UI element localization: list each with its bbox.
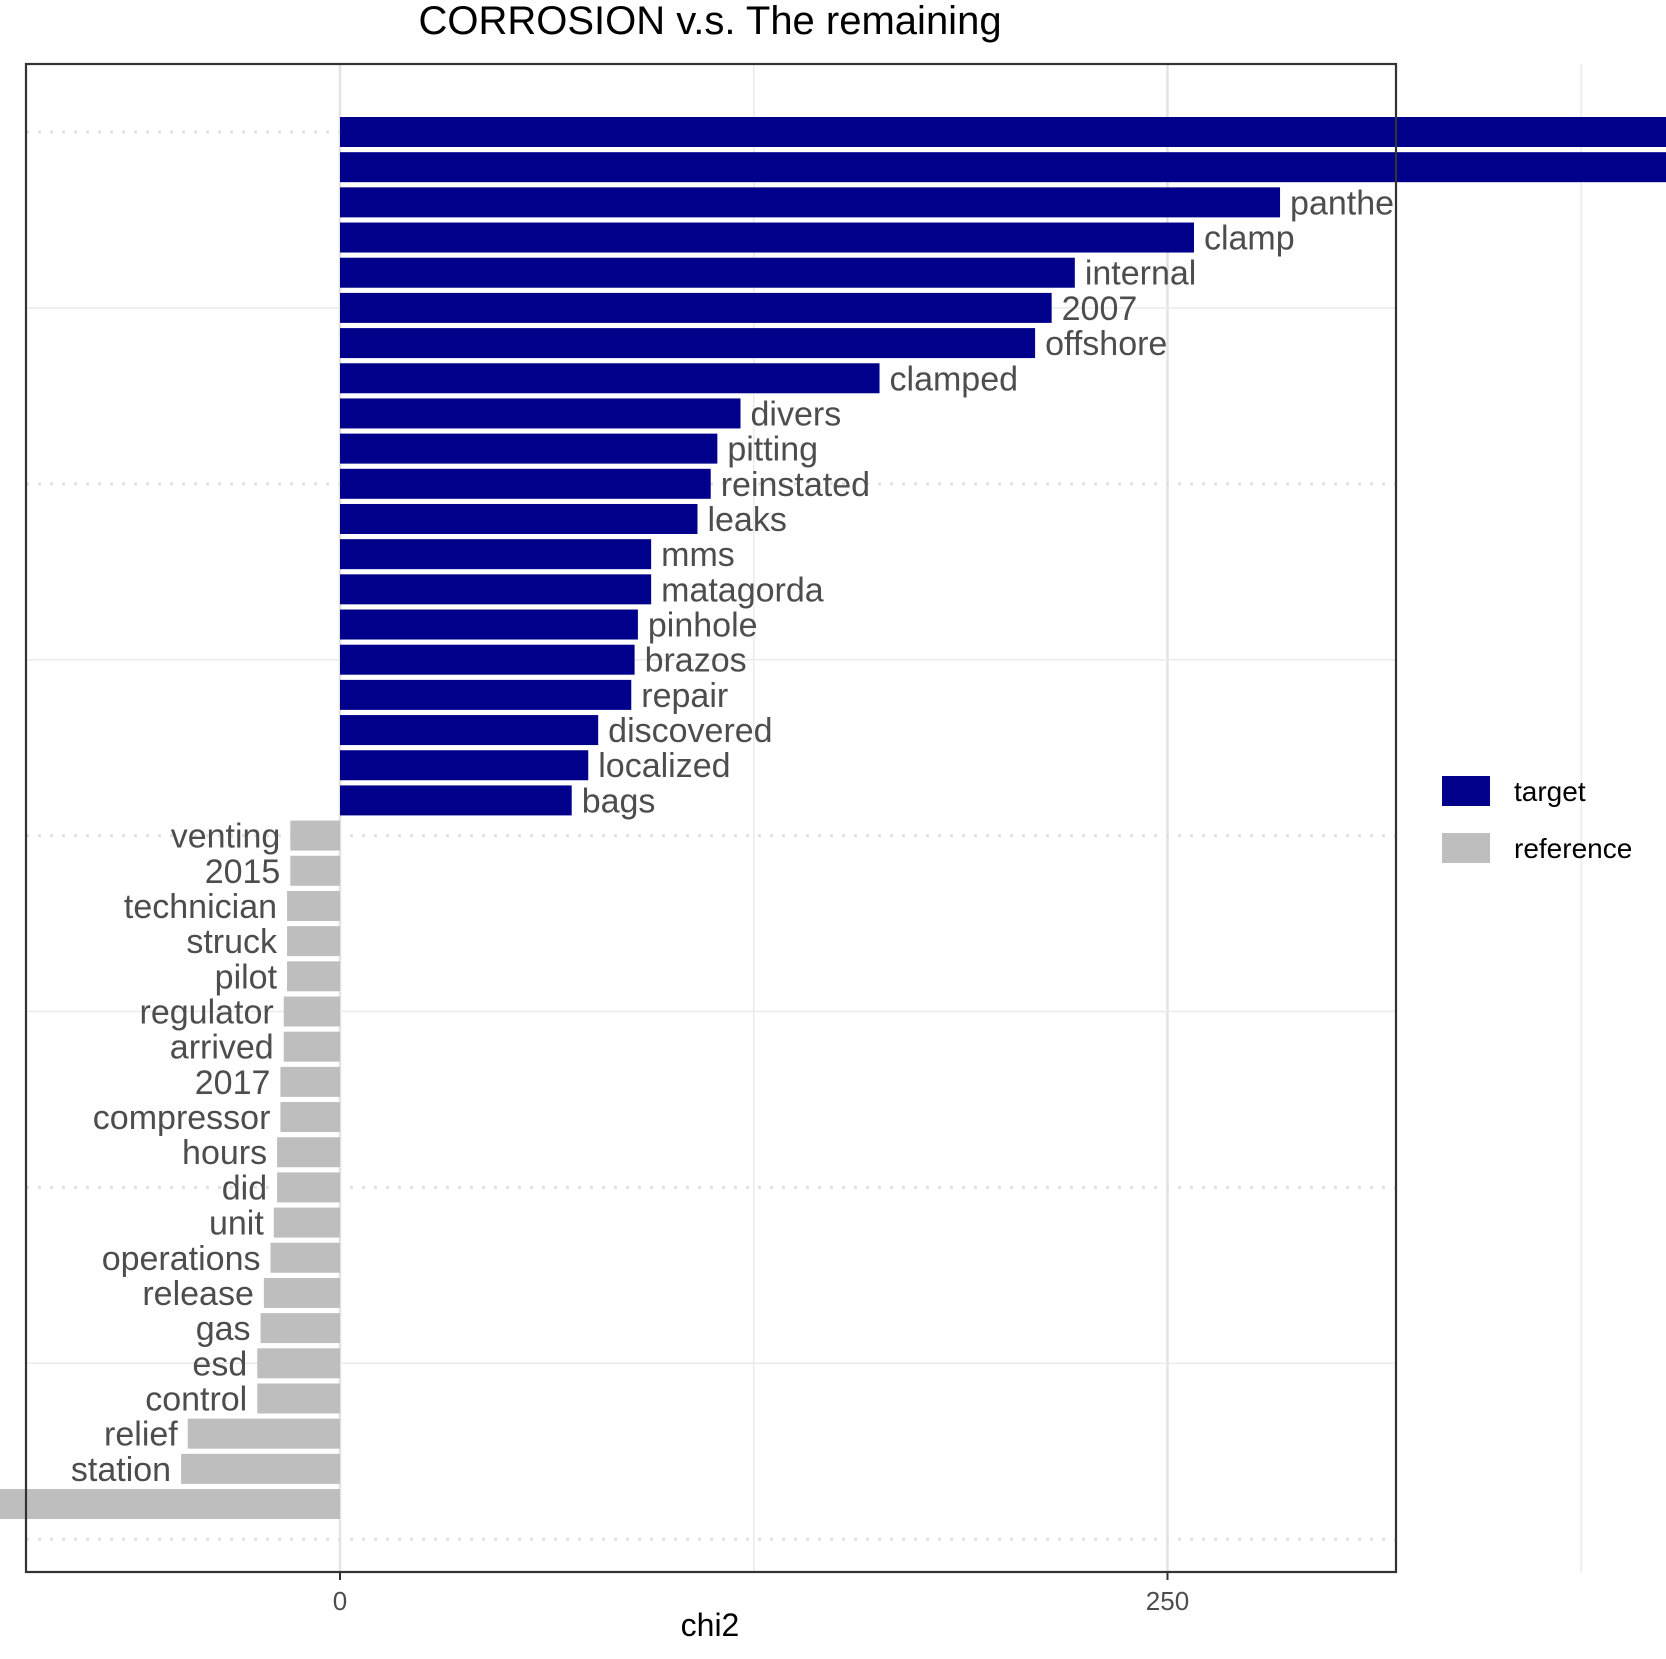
bar-label: hours [182,1134,267,1172]
bar-reference-regulator [283,996,340,1027]
bar-target-leak [340,152,1666,183]
bar-label: internal [1085,255,1197,293]
bar-target-brazos [340,644,635,675]
bar-reference-gas [260,1313,340,1344]
bar-reference-valve [0,1489,341,1520]
bar-target-pinhole [340,609,638,640]
bar-reference-esd [257,1348,340,1379]
bar-label: mms [661,536,735,574]
bar-reference-station [181,1453,340,1484]
bar-label: regulator [140,994,274,1032]
bar-reference-2017 [280,1066,340,1097]
bar-label: repair [641,677,728,715]
legend-label-target: target [1514,776,1586,807]
legend-label-reference: reference [1514,833,1632,864]
bar-target-pitting [340,433,718,464]
bar-label: station [71,1451,171,1489]
bar-label: 2015 [205,853,281,891]
bar-label: pitting [727,431,818,469]
bar-label: offshore [1045,325,1167,363]
bar-target-localized [340,750,589,781]
bar-label: matagorda [661,571,824,609]
bar-reference-unit [273,1207,340,1238]
bar-target-divers [340,398,741,429]
bar-label: gas [196,1310,251,1348]
bar-target-internal [340,257,1075,288]
x-tick-label: 0 [333,1586,347,1616]
bar-target-matagorda [340,574,652,605]
bars [0,117,1666,1520]
bar-label: did [222,1169,267,1207]
bar-reference-arrived [283,1031,340,1062]
x-axis-title: chi2 [681,1607,740,1643]
x-tick-label: 250 [1146,1586,1189,1616]
bar-label: bags [582,782,656,820]
bar-label: control [145,1380,247,1418]
bar-labels: corrosionleakpantherclampinternal2007off… [71,184,1405,1489]
bar-target-repair [340,679,632,710]
plot-panel-border [24,62,1398,1574]
bar-reference-relief [187,1418,340,1449]
x-axis-ticks: 0250500750 [333,1572,1189,1616]
bar-label: struck [186,923,278,961]
bar-target-bags [340,785,572,816]
bar-reference-pilot [287,961,340,992]
bar-label: brazos [645,642,747,680]
bar-target-2007 [340,292,1052,323]
bar-label: pinhole [648,607,758,645]
bar-label: esd [192,1345,247,1383]
bar-target-discovered [340,715,599,746]
bar-reference-operations [270,1242,340,1273]
bar-label: technician [124,888,277,926]
bar-label: clamped [890,360,1019,398]
legend-swatch-target [1442,776,1490,806]
bar-reference-did [277,1172,340,1203]
bar-label: 2017 [195,1064,271,1102]
bar-reference-venting [290,820,340,851]
bar-target-mms [340,539,652,570]
bar-target-reinstated [340,468,711,499]
bar-target-clamp [340,222,1194,253]
legend-swatch-reference [1442,833,1490,863]
bar-label: arrived [170,1029,274,1067]
bar-label: clamp [1204,220,1295,258]
bar-label: 2007 [1062,290,1138,328]
bar-label: operations [102,1240,261,1278]
bar-reference-struck [287,926,340,957]
bar-target-offshore [340,328,1036,359]
bar-reference-technician [287,890,340,921]
bar-reference-2015 [290,855,340,886]
bar-target-panther [340,187,1281,218]
bar-label: reinstated [721,466,870,504]
bar-label: unit [209,1205,264,1243]
bar-label: release [142,1275,254,1313]
bar-reference-release [263,1277,340,1308]
bar-label: relief [104,1416,178,1454]
bar-label: venting [171,818,281,856]
bar-reference-hours [277,1137,340,1168]
bar-label: localized [598,747,730,785]
bar-target-corrosion [340,117,1666,147]
bar-target-clamped [340,363,880,394]
chart-title: CORROSION v.s. The remaining [418,0,1001,43]
legend: target reference [1442,776,1632,864]
bar-label: leaks [707,501,786,539]
bar-reference-compressor [280,1102,340,1133]
bar-label: divers [751,395,842,433]
bar-label: panther [1290,184,1405,222]
bar-label: discovered [608,712,772,750]
bar-reference-control [257,1383,340,1414]
bar-label: compressor [93,1099,271,1137]
bar-label: pilot [215,958,278,996]
bar-target-leaks [340,503,698,534]
